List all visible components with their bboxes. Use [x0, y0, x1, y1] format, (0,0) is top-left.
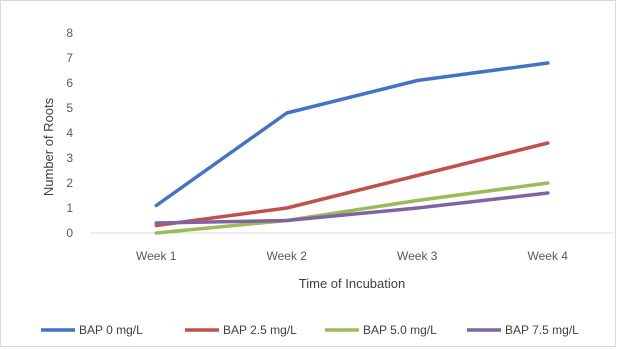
y-tick-label: 0 [66, 226, 73, 240]
x-tick-label: Week 4 [528, 249, 569, 263]
legend-label: BAP 5.0 mg/L [363, 323, 437, 337]
y-axis-title: Number of Roots [41, 97, 56, 196]
series-line-4 [154, 191, 550, 225]
y-axis-ticks: 0 1 2 3 4 5 6 7 8 [66, 26, 73, 240]
y-tick-label: 4 [66, 126, 73, 140]
x-axis-title: Time of Incubation [299, 276, 405, 291]
x-tick-label: Week 3 [397, 249, 438, 263]
y-tick-label: 8 [66, 26, 73, 40]
legend-label: BAP 0 mg/L [79, 323, 143, 337]
y-tick-label: 2 [66, 176, 73, 190]
y-tick-label: 6 [66, 76, 73, 90]
x-axis-ticks: Week 1 Week 2 Week 3 Week 4 [136, 249, 568, 263]
y-tick-label: 1 [66, 201, 73, 215]
legend-label: BAP 2.5 mg/L [223, 323, 297, 337]
series-line-3 [154, 181, 550, 235]
y-tick-label: 3 [66, 151, 73, 165]
x-tick-label: Week 1 [136, 249, 177, 263]
series-line-2 [154, 141, 550, 228]
y-tick-label: 5 [66, 101, 73, 115]
y-tick-label: 7 [66, 51, 73, 65]
legend-label: BAP 7.5 mg/L [505, 323, 579, 337]
series-lines [154, 61, 550, 235]
legend: BAP 0 mg/L BAP 2.5 mg/L BAP 5.0 mg/L BAP 7.… [41, 323, 579, 337]
series-line-1 [154, 61, 550, 208]
x-tick-label: Week 2 [267, 249, 308, 263]
